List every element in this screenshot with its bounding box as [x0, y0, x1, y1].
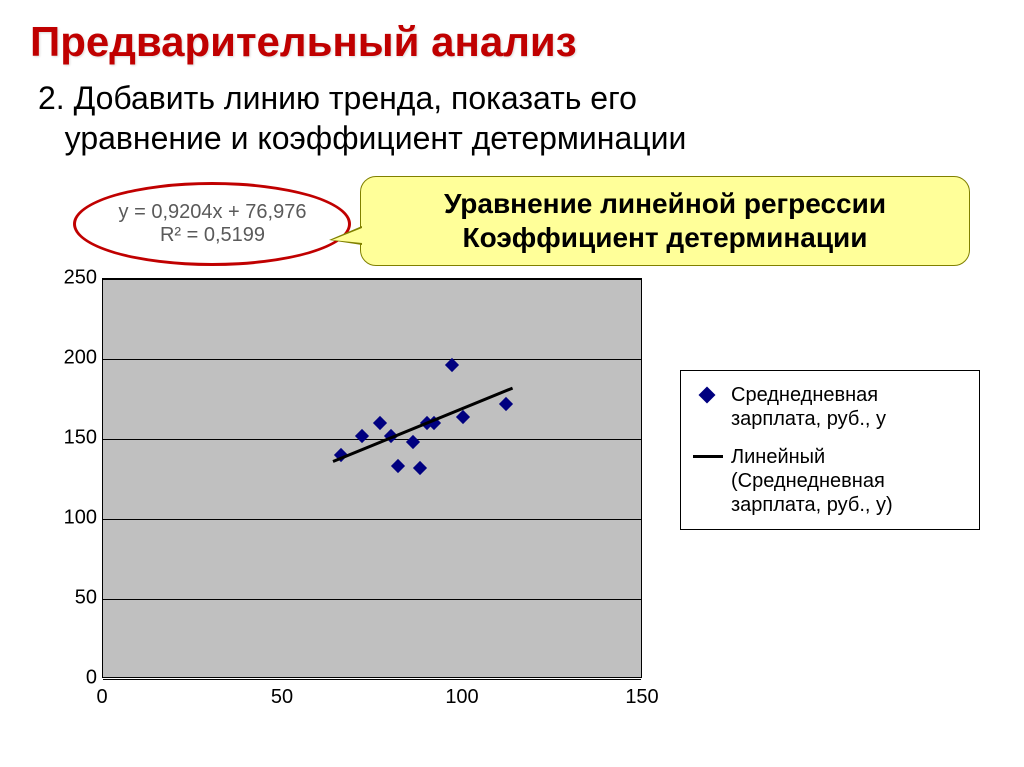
data-point: [406, 435, 420, 449]
x-axis-label: 0: [96, 686, 107, 709]
subtitle: 2. Добавить линию тренда, показать его у…: [0, 74, 1024, 166]
y-axis-label: 0: [86, 667, 97, 690]
chart-legend: Среднедневная зарплата, руб., y Линейный…: [680, 370, 980, 530]
page-title: Предварительный анализ: [0, 0, 1024, 74]
legend-trend-label: Линейный (Среднедневная зарплата, руб., …: [731, 445, 967, 517]
gridline: [103, 679, 641, 680]
y-axis-label: 200: [64, 347, 97, 370]
line-marker-icon: [693, 455, 723, 458]
x-axis-label: 100: [445, 686, 478, 709]
equation-r2: R² = 0,5199: [160, 224, 265, 247]
callout-box: Уравнение линейной регрессии Коэффициент…: [360, 176, 970, 266]
legend-series-label: Среднедневная зарплата, руб., y: [731, 383, 967, 431]
gridline: [103, 359, 641, 360]
gridline: [103, 599, 641, 600]
legend-trend: Линейный (Среднедневная зарплата, руб., …: [693, 445, 967, 517]
y-axis-label: 250: [64, 267, 97, 290]
trend-line: [333, 386, 514, 462]
subtitle-line2: уравнение и коэффициент детерминации: [65, 120, 687, 156]
equation-formula: y = 0,9204x + 76,976: [119, 201, 307, 224]
data-point: [499, 397, 513, 411]
equation-box: y = 0,9204x + 76,976 R² = 0,5199: [85, 190, 340, 258]
legend-series: Среднедневная зарплата, руб., y: [693, 383, 967, 431]
diamond-marker-icon: [699, 387, 716, 404]
y-axis-label: 50: [75, 587, 97, 610]
y-axis-label: 150: [64, 427, 97, 450]
x-axis-label: 50: [271, 686, 293, 709]
data-point: [391, 459, 405, 473]
callout-line2: Коэффициент детерминации: [463, 221, 868, 255]
callout-tail: [332, 228, 362, 243]
data-point: [413, 461, 427, 475]
y-axis-label: 100: [64, 507, 97, 530]
data-point: [445, 358, 459, 372]
gridline: [103, 519, 641, 520]
data-point: [355, 429, 369, 443]
data-point: [373, 416, 387, 430]
gridline: [103, 279, 641, 280]
scatter-chart: 050100150200250050100150: [42, 278, 652, 718]
callout-line1: Уравнение линейной регрессии: [444, 187, 886, 221]
subtitle-line1: 2. Добавить линию тренда, показать его: [38, 80, 637, 116]
x-axis-label: 150: [625, 686, 658, 709]
plot-area: [102, 278, 642, 678]
gridline: [103, 439, 641, 440]
